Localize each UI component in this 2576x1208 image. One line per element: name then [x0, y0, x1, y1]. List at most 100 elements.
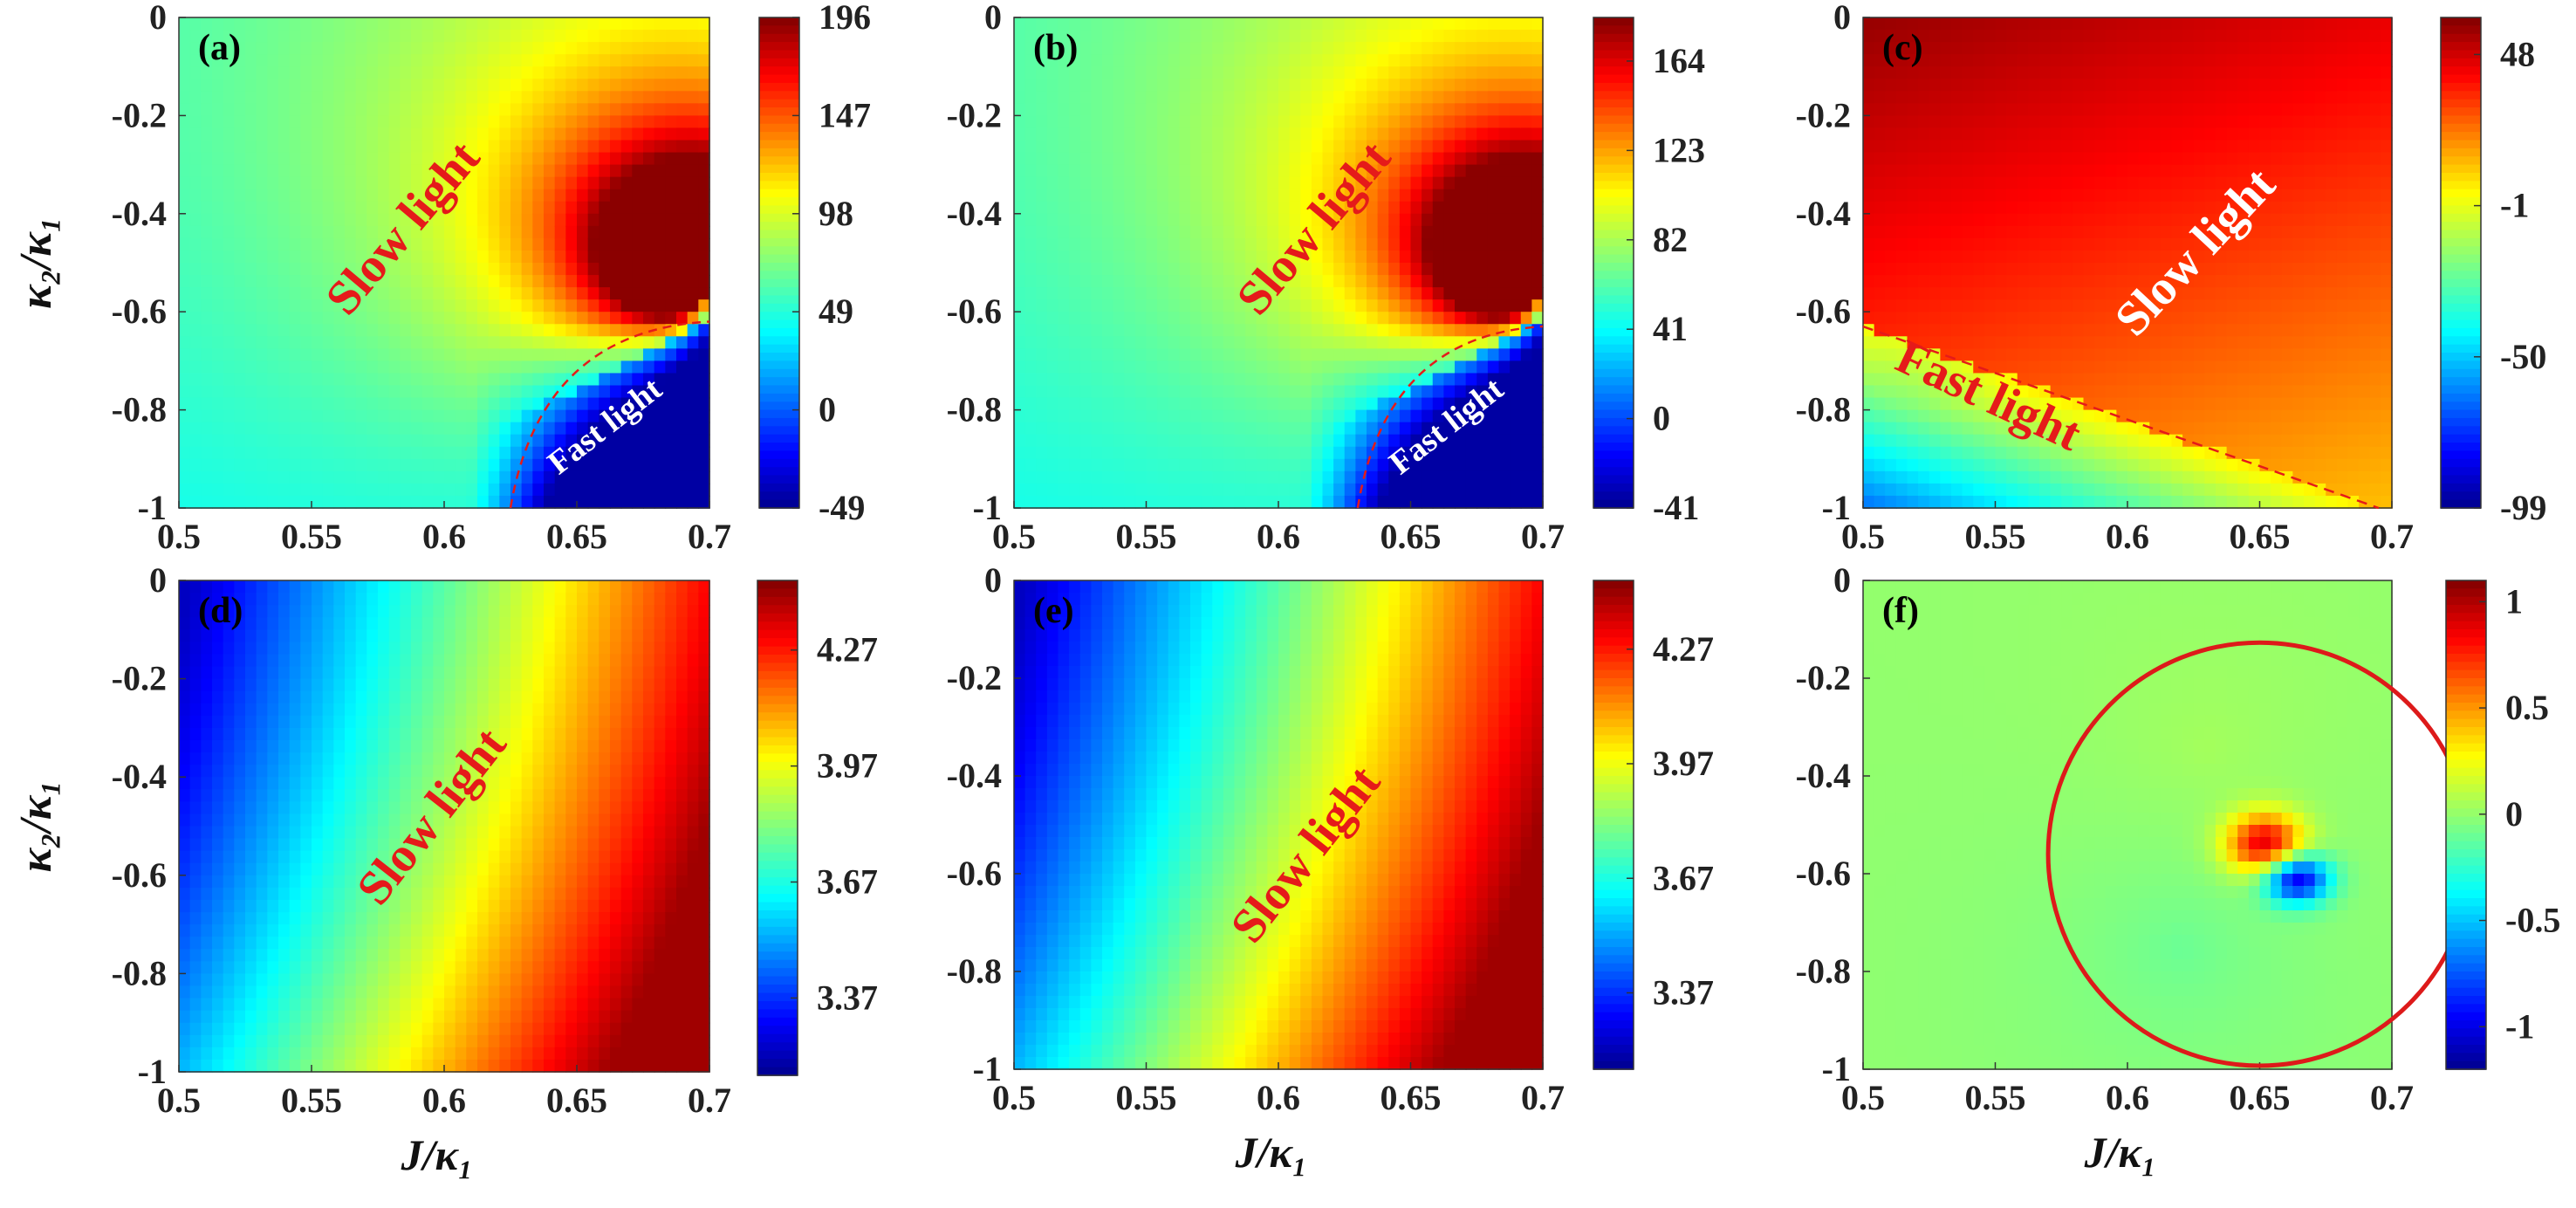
heatmap-cell	[444, 250, 456, 264]
heatmap-cell	[234, 79, 246, 93]
heatmap-cell	[345, 446, 357, 460]
heatmap-cell	[620, 348, 634, 362]
heatmap-cell	[1069, 373, 1081, 387]
heatmap-cell	[1289, 422, 1302, 436]
heatmap-cell	[554, 275, 567, 288]
heatmap-cell	[1983, 201, 1997, 215]
heatmap-cell	[1024, 312, 1038, 326]
colorbar-tick-label: 41	[1653, 309, 1688, 348]
heatmap-cell	[1498, 434, 1511, 448]
heatmap-cell	[1091, 225, 1103, 239]
heatmap-cell	[632, 225, 644, 239]
heatmap-cell	[1256, 434, 1269, 448]
heatmap-cell	[1168, 176, 1181, 190]
heatmap-cell	[698, 103, 710, 117]
heatmap-cell	[1344, 299, 1357, 312]
heatmap-cell	[345, 287, 357, 300]
heatmap-cell	[2083, 176, 2095, 190]
heatmap-cell	[1201, 30, 1214, 43]
heatmap-cell	[256, 176, 269, 190]
heatmap-cell	[1245, 91, 1257, 105]
heatmap-cell	[1874, 103, 1887, 117]
heatmap-cell	[1113, 299, 1126, 312]
heatmap-cell	[1278, 189, 1291, 202]
heatmap-cell	[1973, 495, 1985, 509]
heatmap-cell	[245, 409, 257, 423]
heatmap-cell	[267, 470, 279, 484]
heatmap-cell	[1046, 275, 1059, 288]
heatmap-cell	[1432, 30, 1445, 43]
heatmap-cell	[1300, 434, 1312, 448]
heatmap-cell	[245, 115, 257, 129]
heatmap-cell	[1510, 348, 1522, 362]
heatmap-cell	[1918, 152, 1930, 166]
heatmap-cell	[2050, 201, 2063, 215]
heatmap-cell	[654, 458, 667, 472]
heatmap-cell	[1399, 263, 1412, 276]
heatmap-cell	[2006, 152, 2018, 166]
heatmap-cell	[1168, 312, 1181, 326]
heatmap-cell	[1367, 434, 1379, 448]
heatmap-cell	[411, 225, 423, 239]
heatmap-cell	[278, 140, 291, 154]
heatmap-cell	[532, 263, 545, 276]
heatmap-cell	[312, 30, 324, 43]
heatmap-cell	[1951, 434, 1963, 448]
heatmap-cell	[1344, 422, 1357, 436]
heatmap-cell	[1212, 360, 1224, 374]
heatmap-cell	[1168, 446, 1181, 460]
heatmap-cell	[499, 164, 511, 178]
heatmap-cell	[1245, 54, 1257, 67]
heatmap-cell	[2061, 299, 2073, 312]
heatmap-cell	[378, 360, 390, 374]
heatmap-cell	[1333, 115, 1346, 129]
heatmap-cell	[1443, 201, 1456, 215]
heatmap-cell	[1863, 213, 1875, 227]
heatmap-cell	[2116, 263, 2128, 276]
colorbar-band	[1593, 402, 1634, 411]
heatmap-cell	[643, 42, 655, 55]
heatmap-cell	[1046, 263, 1059, 276]
heatmap-cell	[1907, 115, 1919, 129]
heatmap-cell	[1918, 287, 1930, 300]
heatmap-cell	[654, 409, 667, 423]
heatmap-cell	[1256, 176, 1269, 190]
heatmap-cell	[421, 140, 435, 154]
heatmap-cell	[256, 287, 269, 300]
heatmap-cell	[1201, 348, 1214, 362]
heatmap-cell	[1146, 470, 1158, 484]
heatmap-cell	[1322, 385, 1334, 399]
heatmap-cell	[455, 422, 468, 436]
heatmap-cell	[2017, 446, 2030, 460]
heatmap-cell	[554, 422, 567, 436]
heatmap-cell	[433, 115, 445, 129]
heatmap-cell	[245, 103, 257, 117]
heatmap-cell	[1367, 66, 1379, 80]
heatmap-cell	[1907, 299, 1919, 312]
heatmap-cell	[676, 336, 689, 350]
colorbar-band	[759, 50, 799, 59]
heatmap-cell	[1278, 91, 1291, 105]
heatmap-cell	[1289, 458, 1302, 472]
heatmap-cell	[201, 446, 213, 460]
heatmap-cell	[587, 103, 600, 117]
colorbar-band	[1593, 336, 1634, 346]
heatmap-cell	[1113, 470, 1126, 484]
heatmap-cell	[1377, 127, 1390, 141]
heatmap-cell	[1455, 140, 1467, 154]
heatmap-cell	[1256, 189, 1269, 202]
heatmap-cell	[1520, 17, 1533, 31]
heatmap-cell	[300, 446, 312, 460]
heatmap-cell	[1113, 103, 1126, 117]
heatmap-cell	[1388, 250, 1401, 264]
heatmap-cell	[1410, 213, 1422, 227]
heatmap-cell	[554, 409, 567, 423]
heatmap-cell	[1885, 397, 1897, 411]
heatmap-cell	[1367, 115, 1379, 129]
heatmap-cell	[1432, 495, 1445, 509]
heatmap-cell	[223, 79, 236, 93]
heatmap-cell	[1388, 483, 1401, 497]
heatmap-cell	[1863, 483, 1875, 497]
heatmap-cell	[1918, 446, 1930, 460]
